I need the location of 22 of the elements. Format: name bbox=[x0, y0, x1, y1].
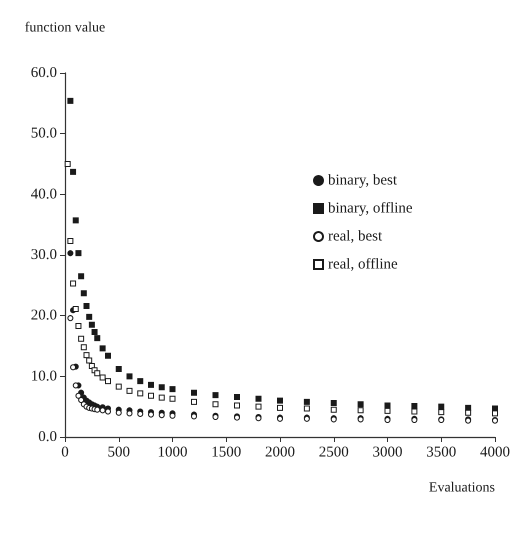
y-axis-title: function value bbox=[24, 20, 106, 36]
x-tick-label: 1000 bbox=[158, 444, 188, 460]
y-tick-label: 0.0 bbox=[38, 429, 57, 445]
x-tick-label: 1500 bbox=[211, 444, 242, 460]
y-tick-label: 60.0 bbox=[30, 65, 57, 81]
x-tick-label: 4000 bbox=[480, 444, 510, 460]
x-tick-label: 2500 bbox=[318, 444, 349, 460]
x-tick-label: 3000 bbox=[372, 444, 402, 460]
x-tick-label: 2000 bbox=[265, 444, 295, 460]
legend-label: real, offline bbox=[328, 256, 398, 272]
y-tick-label: 10.0 bbox=[30, 368, 57, 384]
legend-label: binary, offline bbox=[328, 200, 413, 216]
legend-label: binary, best bbox=[328, 172, 398, 188]
y-tick-label: 30.0 bbox=[30, 247, 57, 263]
legend-label: real, best bbox=[328, 228, 383, 244]
x-axis-title: Evaluations bbox=[428, 480, 495, 496]
y-tick-label: 20.0 bbox=[30, 308, 57, 324]
x-tick-label: 3500 bbox=[426, 444, 456, 460]
x-tick-label: 0 bbox=[61, 444, 69, 460]
y-tick-label: 40.0 bbox=[30, 186, 57, 202]
y-tick-label: 50.0 bbox=[30, 126, 57, 142]
x-tick-label: 500 bbox=[108, 444, 130, 460]
